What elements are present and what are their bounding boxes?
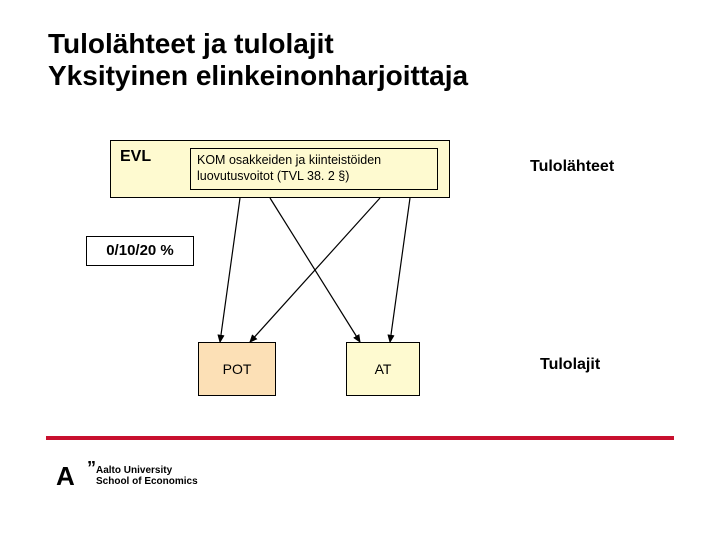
title-line-2: Yksityinen elinkeinonharjoittaja [48, 60, 468, 91]
at-box: AT [346, 342, 420, 396]
footer-rule [46, 436, 674, 440]
aalto-logo: A” Aalto University School of Economics [56, 460, 198, 492]
slide-title: Tulolähteet ja tulolajit Yksityinen elin… [48, 28, 468, 92]
tulolahteet-label: Tulolähteet [530, 158, 614, 176]
logo-text: Aalto University School of Economics [96, 465, 198, 488]
kom-inner-box: KOM osakkeiden ja kiinteistöiden luovutu… [190, 148, 438, 190]
title-line-1: Tulolähteet ja tulolajit [48, 28, 334, 59]
logo-name: Aalto University [96, 465, 172, 476]
evl-label: EVL [120, 148, 151, 166]
tulolajit-label: Tulolajit [540, 356, 600, 374]
pot-box: POT [198, 342, 276, 396]
logo-mark-icon: A” [56, 460, 88, 492]
percent-box: 0/10/20 % [86, 236, 194, 266]
logo-sub: School of Economics [96, 476, 198, 487]
